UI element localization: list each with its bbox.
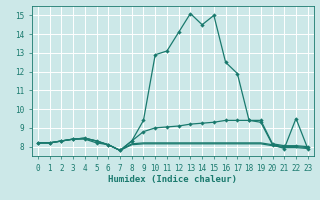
X-axis label: Humidex (Indice chaleur): Humidex (Indice chaleur) [108,175,237,184]
